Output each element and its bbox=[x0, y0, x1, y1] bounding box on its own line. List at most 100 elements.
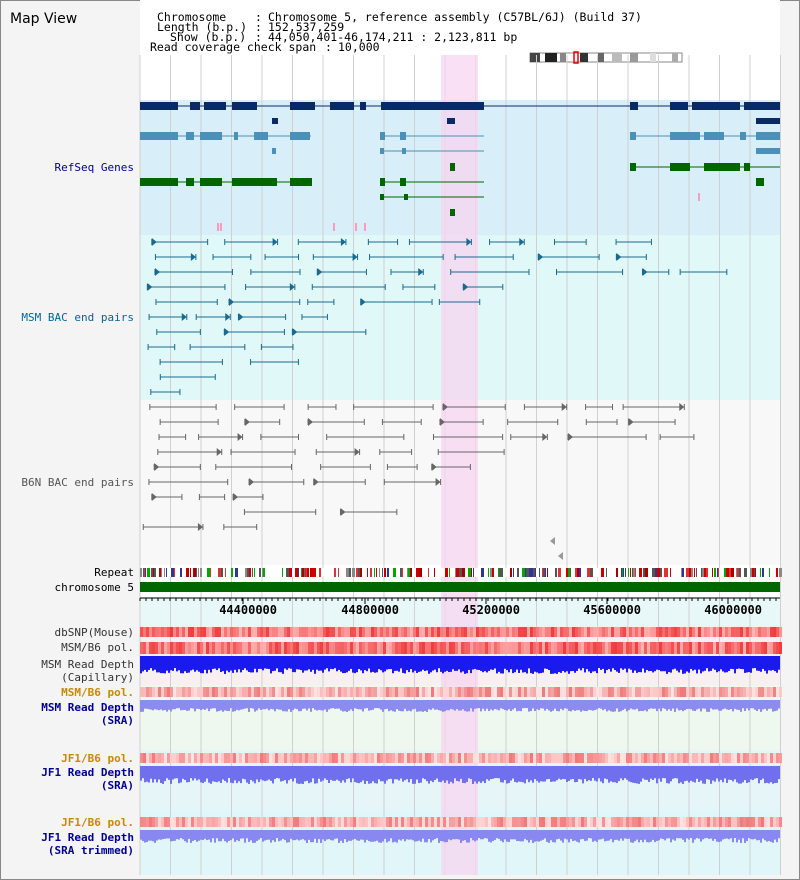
msm-capillary-depth-bar bbox=[688, 656, 690, 673]
msm-sra-depth-bar bbox=[458, 700, 460, 711]
jf1-b6-pol-2-heat-cell bbox=[629, 817, 632, 827]
dbsnp-heat-cell bbox=[248, 627, 251, 637]
msm-b6-pol-2-heat-cell bbox=[443, 687, 446, 697]
msm-capillary-depth-bar bbox=[404, 656, 406, 674]
msm-b6-pol-2-heat-cell bbox=[632, 687, 635, 697]
msm-b6-pol-heat-cell bbox=[287, 642, 290, 654]
read-depth-tracks[interactable] bbox=[140, 656, 780, 843]
jf1-sra-depth-bar bbox=[254, 766, 256, 784]
jf1-sra-depth-bar bbox=[474, 766, 476, 782]
msm-b6-pol-2-heat-cell bbox=[581, 687, 584, 697]
msm-b6-pol-2-heat-cell bbox=[485, 687, 488, 697]
jf1-trimmed-depth-bar bbox=[154, 830, 156, 843]
msm-b6-pol-heat-cell bbox=[773, 642, 776, 654]
refseq-genes-track[interactable] bbox=[140, 102, 780, 231]
msm-sra-depth-bar bbox=[280, 700, 282, 710]
jf1-b6-pol-heat-cell bbox=[719, 753, 722, 763]
msm-sra-depth-bar bbox=[466, 700, 468, 712]
jf1-sra-depth-bar bbox=[404, 766, 406, 781]
msm-b6-pol-2-heat-cell bbox=[371, 687, 374, 697]
repeat-element bbox=[533, 568, 536, 577]
repeat-element bbox=[754, 568, 755, 577]
jf1-trimmed-depth-bar bbox=[234, 830, 236, 842]
highlight-region[interactable] bbox=[441, 55, 478, 875]
jf1-b6-pol-2-heat-cell bbox=[533, 817, 536, 827]
jf1-trimmed-depth-bar bbox=[452, 830, 454, 840]
msm-capillary-depth-bar bbox=[754, 656, 756, 669]
jf1-sra-depth-bar bbox=[534, 766, 536, 780]
msm-bac-track[interactable] bbox=[146, 238, 728, 395]
dbsnp-heat-cell bbox=[164, 627, 167, 637]
jf1-trimmed-depth-bar bbox=[172, 830, 174, 842]
jf1-b6-pol-2-heat-cell bbox=[545, 817, 548, 827]
msm-capillary-depth-bar bbox=[244, 656, 246, 669]
repeat-element bbox=[245, 568, 247, 577]
dbsnp-heat-cell bbox=[509, 627, 512, 637]
jf1-sra-depth-bar bbox=[544, 766, 546, 782]
msm-capillary-depth-bar bbox=[250, 656, 252, 673]
dbsnp-heat-cell bbox=[239, 627, 242, 637]
msm-capillary-depth-bar bbox=[170, 656, 172, 671]
jf1-b6-pol-2-heat-cell bbox=[419, 817, 422, 827]
jf1-b6-pol-2-heat-cell bbox=[575, 817, 578, 827]
jf1-b6-pol-heat-cell bbox=[521, 753, 524, 763]
ideogram-band bbox=[530, 53, 540, 62]
dbsnp-heat-cell bbox=[728, 627, 731, 637]
jf1-sra-depth-bar bbox=[332, 766, 334, 781]
jf1-b6-pol-2-heat-cell bbox=[485, 817, 488, 827]
msm-capillary-depth-bar bbox=[188, 656, 190, 673]
repeat-element bbox=[652, 568, 655, 577]
msm-b6-pol-heat-cell bbox=[317, 642, 320, 654]
msm-capillary-depth-bar bbox=[474, 656, 476, 669]
chromosome-ideogram[interactable] bbox=[529, 51, 683, 64]
b6n-bac-track[interactable] bbox=[142, 403, 695, 560]
repeat-element bbox=[752, 568, 754, 577]
msm-sra-depth-bar bbox=[600, 700, 602, 709]
repeat-element bbox=[196, 568, 197, 577]
jf1-trimmed-depth-bar bbox=[536, 830, 538, 842]
jf1-sra-depth-bar bbox=[268, 766, 270, 780]
jf1-trimmed-depth-bar bbox=[578, 830, 580, 843]
msm-sra-depth-bar bbox=[284, 700, 286, 712]
chromosome-bar[interactable] bbox=[140, 582, 780, 592]
msm-capillary-depth-bar bbox=[424, 656, 426, 672]
msm-capillary-depth-bar bbox=[332, 656, 334, 670]
msm-capillary-depth-bar bbox=[174, 656, 176, 669]
jf1-trimmed-depth-bar bbox=[216, 830, 218, 839]
dbsnp-heat-cell bbox=[641, 627, 644, 637]
jf1-b6-pol-2-heat-cell bbox=[605, 817, 608, 827]
msm-capillary-depth-bar bbox=[382, 656, 384, 673]
msm-capillary-depth-bar bbox=[512, 656, 514, 674]
jf1-b6-pol-2-heat-cell bbox=[218, 817, 221, 827]
jf1-sra-depth-bar bbox=[700, 766, 702, 781]
jf1-b6-pol-heat-cell bbox=[296, 753, 299, 763]
jf1-trimmed-depth-bar bbox=[186, 830, 188, 843]
repeat-track[interactable] bbox=[140, 568, 782, 577]
jf1-trimmed-depth-bar bbox=[434, 830, 436, 840]
dbsnp-heat-cell bbox=[146, 627, 149, 637]
dbsnp-heat-cell bbox=[770, 627, 773, 637]
jf1-trimmed-depth-bar bbox=[238, 830, 240, 842]
msm-b6-pol-2-heat-cell bbox=[158, 687, 161, 697]
msm-capillary-depth-bar bbox=[712, 656, 714, 669]
jf1-sra-depth-bar bbox=[746, 766, 748, 784]
jf1-trimmed-depth-bar bbox=[648, 830, 650, 843]
axis-tick-label: 46000000 bbox=[704, 603, 762, 617]
jf1-sra-depth-bar bbox=[660, 766, 662, 782]
msm-sra-depth-bar bbox=[214, 700, 216, 709]
jf1-b6-pol-heat-cell bbox=[443, 753, 446, 763]
jf1-trimmed-depth-bar bbox=[756, 830, 758, 841]
msm-sra-depth-bar bbox=[612, 700, 614, 712]
jf1-b6-pol-heat-cell bbox=[446, 753, 449, 763]
msm-capillary-depth-bar bbox=[670, 656, 672, 673]
msm-capillary-depth-bar bbox=[442, 656, 444, 674]
polymorphism-tracks[interactable] bbox=[140, 627, 782, 827]
dbsnp-heat-cell bbox=[602, 627, 605, 637]
msm-capillary-depth-bar bbox=[596, 656, 598, 674]
dbsnp-heat-cell bbox=[221, 627, 224, 637]
dbsnp-heat-cell bbox=[668, 627, 671, 637]
jf1-sra-depth-bar bbox=[438, 766, 440, 782]
repeat-element bbox=[408, 568, 410, 577]
jf1-trimmed-depth-bar bbox=[364, 830, 366, 843]
jf1-trimmed-depth-bar bbox=[194, 830, 196, 840]
